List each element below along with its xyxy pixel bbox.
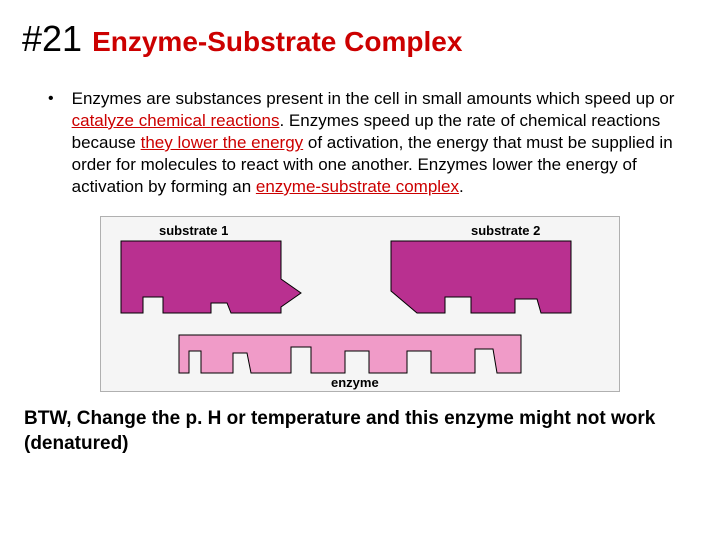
text-seg: . bbox=[459, 177, 464, 196]
bullet-dot: • bbox=[48, 88, 54, 198]
label-enzyme: enzyme bbox=[331, 375, 379, 390]
enzyme-diagram: substrate 1 substrate 2 enzyme bbox=[100, 216, 620, 392]
substrate1-shape bbox=[121, 241, 301, 313]
footer-note: BTW, Change the p. H or temperature and … bbox=[22, 406, 698, 456]
slide-number: #21 bbox=[22, 18, 82, 60]
label-substrate1: substrate 1 bbox=[159, 223, 228, 238]
title-row: #21 Enzyme-Substrate Complex bbox=[22, 18, 698, 60]
bullet-text: Enzymes are substances present in the ce… bbox=[72, 88, 688, 198]
text-seg: Enzymes are substances present in the ce… bbox=[72, 89, 675, 108]
enzyme-shape bbox=[179, 335, 521, 373]
slide-title: Enzyme-Substrate Complex bbox=[92, 26, 462, 58]
key-phrase: catalyze chemical reactions bbox=[72, 111, 280, 130]
bullet-block: • Enzymes are substances present in the … bbox=[22, 88, 698, 198]
diagram-container: substrate 1 substrate 2 enzyme bbox=[100, 216, 620, 392]
label-substrate2: substrate 2 bbox=[471, 223, 540, 238]
key-phrase: enzyme-substrate complex bbox=[256, 177, 459, 196]
substrate2-shape bbox=[391, 241, 571, 313]
key-phrase: they lower the energy bbox=[141, 133, 304, 152]
diagram-svg bbox=[101, 217, 620, 392]
